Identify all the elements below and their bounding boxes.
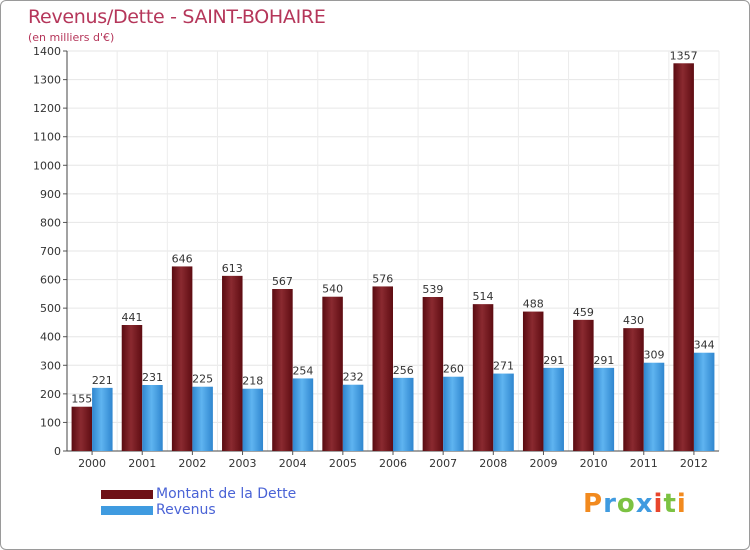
bar-dette: [121, 325, 143, 451]
bar-revenus: [242, 388, 264, 451]
y-tick-label: 500: [40, 302, 61, 315]
data-label-dette: 155: [71, 393, 92, 406]
bar-dette: [372, 286, 393, 451]
data-label-dette: 514: [473, 290, 494, 303]
logo-letter: P: [583, 489, 604, 519]
bar-revenus: [443, 376, 464, 451]
y-tick-label: 600: [40, 274, 61, 287]
data-label-dette: 488: [523, 298, 544, 311]
data-label-revenus: 221: [92, 374, 113, 387]
bar-revenus: [393, 377, 414, 451]
data-label-revenus: 344: [694, 339, 715, 352]
x-tick-label: 2010: [580, 457, 608, 470]
y-tick-label: 300: [40, 359, 61, 372]
legend-label-revenus: Revenus: [156, 502, 216, 518]
y-tick-label: 1000: [33, 159, 61, 172]
y-tick-label: 1400: [33, 45, 61, 58]
y-tick-label: 0: [54, 445, 61, 458]
data-label-revenus: 231: [142, 371, 163, 384]
bar-dette: [272, 289, 293, 451]
data-label-revenus: 254: [292, 364, 313, 377]
y-tick-label: 1300: [33, 74, 61, 87]
x-tick-label: 2000: [78, 457, 106, 470]
y-tick-label: 800: [40, 216, 61, 229]
x-tick-label: 2007: [429, 457, 457, 470]
legend-swatch-revenus: [101, 506, 153, 515]
bar-revenus: [693, 352, 715, 451]
y-tick-label: 700: [40, 245, 61, 258]
data-label-revenus: 232: [343, 371, 364, 384]
y-tick-label: 100: [40, 416, 61, 429]
y-tick-label: 900: [40, 188, 61, 201]
bar-revenus: [493, 373, 514, 451]
chart-subtitle: (en milliers d'€): [28, 31, 115, 44]
chart-title: Revenus/Dette - SAINT-BOHAIRE: [28, 6, 326, 28]
x-tick-label: 2006: [379, 457, 407, 470]
x-tick-label: 2005: [329, 457, 357, 470]
logo-letter: i: [653, 489, 664, 519]
bar-dette: [472, 304, 494, 451]
data-label-dette: 1357: [670, 49, 698, 62]
bar-revenus: [543, 367, 564, 451]
bar-dette: [422, 297, 444, 451]
x-tick-label: 2011: [630, 457, 658, 470]
bar-revenus: [292, 378, 314, 451]
x-tick-label: 2012: [680, 457, 708, 470]
data-label-revenus: 225: [192, 373, 213, 386]
x-tick-label: 2002: [178, 457, 206, 470]
bar-revenus: [92, 387, 113, 451]
bar-dette: [623, 328, 644, 451]
bar-dette: [71, 406, 93, 451]
data-label-revenus: 291: [593, 354, 614, 367]
data-label-dette: 540: [322, 283, 343, 296]
x-tick-label: 2003: [229, 457, 257, 470]
data-label-revenus: 218: [242, 375, 263, 388]
bar-revenus: [643, 362, 665, 451]
data-label-dette: 441: [121, 311, 142, 324]
data-label-dette: 646: [172, 252, 193, 265]
bar-revenus: [192, 386, 213, 451]
x-tick-label: 2008: [479, 457, 507, 470]
data-label-dette: 539: [422, 283, 443, 296]
y-tick-label: 1100: [33, 131, 61, 144]
proxiti-logo: Proxiti: [583, 489, 687, 519]
x-tick-label: 2001: [128, 457, 156, 470]
bar-revenus: [593, 367, 615, 451]
logo-letter: o: [616, 489, 636, 519]
bar-dette: [673, 63, 694, 452]
legend-swatch-dette: [101, 490, 153, 499]
legend-label-dette: Montant de la Dette: [156, 486, 297, 502]
data-label-revenus: 291: [543, 354, 564, 367]
data-label-dette: 430: [623, 314, 644, 327]
data-label-revenus: 260: [443, 363, 464, 376]
bar-dette: [573, 319, 594, 451]
y-tick-label: 400: [40, 331, 61, 344]
data-label-dette: 576: [372, 272, 393, 285]
data-label-revenus: 309: [644, 349, 665, 362]
bar-dette: [322, 296, 343, 451]
logo-letter: t: [663, 489, 677, 519]
x-tick-label: 2004: [279, 457, 307, 470]
data-label-dette: 613: [222, 262, 243, 275]
data-label-dette: 459: [573, 306, 594, 319]
x-tick-label: 2009: [529, 457, 557, 470]
y-tick-label: 1200: [33, 102, 61, 115]
y-tick-label: 200: [40, 388, 61, 401]
logo-letter: i: [676, 489, 687, 519]
bar-dette: [171, 266, 193, 451]
bar-revenus: [142, 385, 163, 451]
bar-revenus: [342, 384, 364, 451]
bar-dette: [522, 311, 544, 451]
logo-letter: r: [603, 489, 617, 519]
logo-letter: x: [635, 489, 654, 519]
data-label-dette: 567: [272, 275, 293, 288]
data-label-revenus: 271: [493, 360, 514, 373]
data-label-revenus: 256: [393, 364, 414, 377]
bar-dette: [222, 275, 243, 451]
